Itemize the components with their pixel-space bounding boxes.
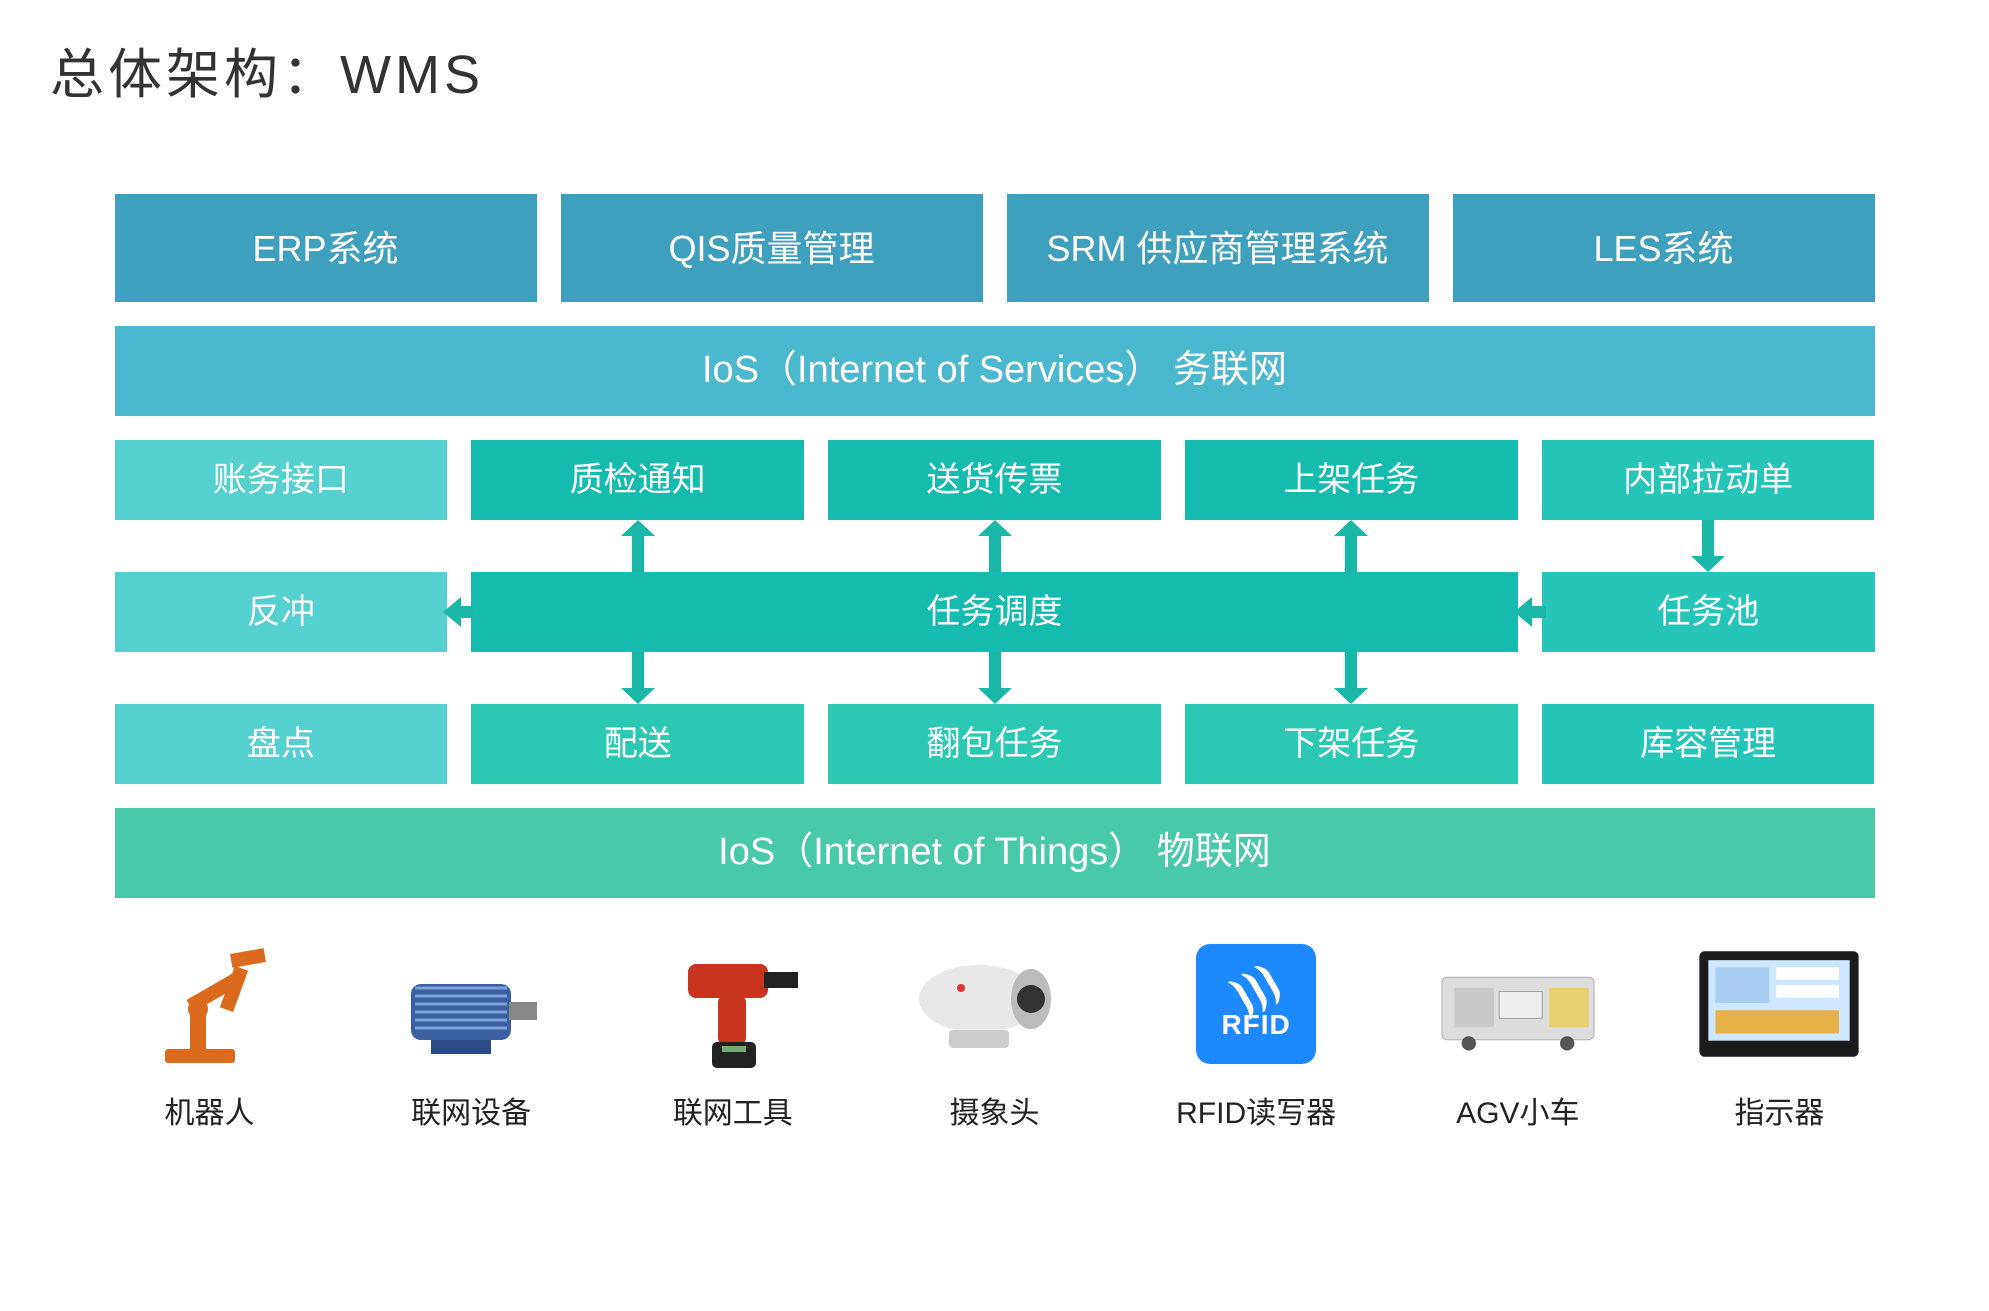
r3-box-2: 送货传票 [828,440,1161,520]
page-title: 总体架构：WMS [50,30,1949,109]
device-4: ⦘⦘⦘RFID RFID读写器 [1171,934,1341,1132]
row-top-systems: ERP系统QIS质量管理SRM 供应商管理系统LES系统 [115,194,1875,302]
r3-box-0: 账务接口 [115,440,448,520]
row-scheduling: 反冲 任务调度 任务池 [115,572,1875,652]
r5-box-4: 库容管理 [1542,704,1875,784]
top-system-1: QIS质量管理 [561,194,983,302]
device-2: 联网工具 [648,934,818,1132]
device-0: 机器人 [125,934,295,1132]
device-1: 联网设备 [386,934,556,1132]
device-label-5: AGV小车 [1456,1088,1579,1132]
arrow-left-icon [1514,597,1546,627]
arrow-up-icon [1334,520,1368,572]
ios-bar: IoS（Internet of Services） 务联网 [115,326,1875,416]
arrow-down-icon [1691,520,1725,572]
top-system-3: LES系统 [1453,194,1875,302]
device-icon-0 [125,934,295,1074]
arrow-down-icon [1334,652,1368,704]
device-3: 摄象头 [909,934,1079,1132]
device-5: AGV小车 [1433,934,1603,1132]
iot-bar: IoS（Internet of Things） 物联网 [115,808,1875,898]
row-functions-lower: 盘点配送翻包任务下架任务库容管理 [115,704,1875,784]
device-icon-2 [648,934,818,1074]
r3-box-1: 质检通知 [471,440,804,520]
box-task-pool: 任务池 [1542,572,1875,652]
top-system-2: SRM 供应商管理系统 [1007,194,1429,302]
arrow-left-icon [443,597,475,627]
device-icon-4: ⦘⦘⦘RFID [1171,934,1341,1074]
r5-box-1: 配送 [471,704,804,784]
architecture-diagram: ERP系统QIS质量管理SRM 供应商管理系统LES系统 IoS（Interne… [115,194,1875,1132]
r3-box-4: 内部拉动单 [1542,440,1875,520]
r5-box-2: 翻包任务 [828,704,1161,784]
device-icon-5 [1433,934,1603,1074]
row-devices: 机器人 联网设备 联网工具 摄象头 ⦘⦘⦘RFID RFID读写器 AGV小车 指示器 [115,934,1875,1132]
device-icon-3 [909,934,1079,1074]
r5-box-3: 下架任务 [1185,704,1518,784]
row-functions-upper: 账务接口质检通知送货传票上架任务内部拉动单 [115,440,1875,520]
device-label-3: 摄象头 [949,1088,1039,1132]
device-6: 指示器 [1694,934,1864,1132]
r3-box-3: 上架任务 [1185,440,1518,520]
arrow-down-icon [621,652,655,704]
r5-box-0: 盘点 [115,704,448,784]
arrow-up-icon [621,520,655,572]
device-icon-1 [386,934,556,1074]
device-label-1: 联网设备 [411,1088,531,1132]
device-label-0: 机器人 [165,1088,255,1132]
arrow-up-icon [978,520,1012,572]
arrow-down-icon [978,652,1012,704]
box-backflush: 反冲 [115,572,448,652]
device-label-6: 指示器 [1734,1088,1824,1132]
device-label-2: 联网工具 [673,1088,793,1132]
device-label-4: RFID读写器 [1176,1088,1336,1132]
rfid-icon: ⦘⦘⦘RFID [1196,944,1316,1064]
box-task-scheduling: 任务调度 [471,572,1517,652]
top-system-0: ERP系统 [115,194,537,302]
device-icon-6 [1694,934,1864,1074]
